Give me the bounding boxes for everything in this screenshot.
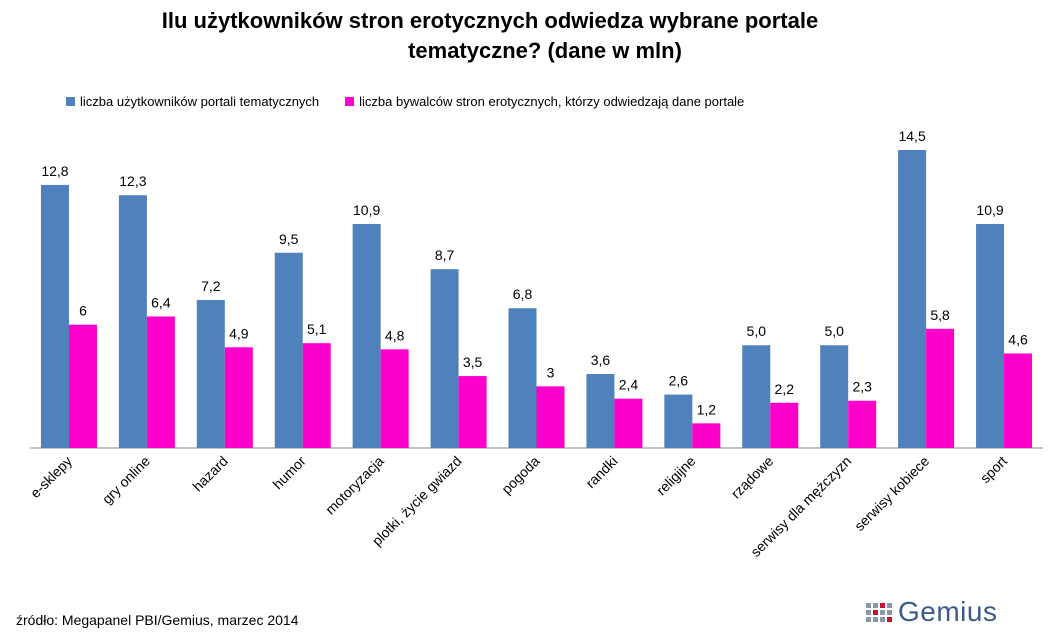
data-label-series2-12: 4,6	[1008, 331, 1028, 347]
bar-series1-7	[586, 374, 615, 448]
logo-mark-icon	[866, 602, 892, 622]
source-note: źródło: Megapanel PBI/Gemius, marzec 201…	[16, 612, 299, 628]
bar-series2-7	[614, 398, 643, 448]
category-label-6: pogoda	[498, 453, 542, 497]
data-label-series2-7: 2,4	[619, 377, 639, 393]
bar-series1-5	[430, 269, 459, 448]
bar-series2-6	[536, 386, 565, 448]
bar-series1-9	[742, 345, 771, 448]
legend-label-series2: liczba bywalców stron erotycznych, którz…	[359, 94, 745, 109]
data-label-series1-9: 5,0	[747, 323, 767, 339]
bar-series2-4	[380, 349, 409, 448]
bar-series2-10	[848, 400, 877, 448]
data-label-series1-2: 7,2	[201, 278, 221, 294]
data-label-series1-8: 2,6	[669, 373, 689, 389]
data-label-series2-5: 3,5	[463, 354, 483, 370]
bar-series1-1	[118, 195, 147, 448]
data-label-series2-8: 1,2	[697, 401, 717, 417]
data-label-series2-1: 6,4	[151, 294, 171, 310]
bar-series1-10	[820, 345, 849, 448]
bar-series1-12	[976, 223, 1005, 448]
data-label-series1-4: 10,9	[353, 202, 380, 218]
category-label-11: serwisy kobiece	[851, 453, 932, 534]
legend-swatch-series2	[345, 97, 355, 106]
legend-swatch-series1	[66, 97, 75, 106]
data-label-series2-9: 2,2	[775, 381, 795, 397]
bar-series2-8	[692, 423, 721, 448]
logo-text: Gemius	[898, 596, 998, 627]
bar-series2-2	[224, 347, 253, 448]
category-label-8: religijne	[653, 453, 699, 499]
data-label-series2-3: 5,1	[307, 321, 327, 337]
data-label-series1-3: 9,5	[279, 231, 299, 247]
chart-title: Ilu użytkowników stron erotycznych odwie…	[0, 6, 980, 66]
data-label-series2-2: 4,9	[229, 325, 249, 341]
data-label-series1-6: 6,8	[513, 286, 533, 302]
bar-series2-12	[1004, 353, 1033, 448]
bar-series2-0	[68, 324, 97, 448]
bar-series1-6	[508, 308, 537, 448]
data-label-series1-1: 12,3	[119, 173, 146, 189]
data-label-series1-5: 8,7	[435, 247, 455, 263]
data-label-series2-11: 5,8	[930, 307, 950, 323]
bar-series2-1	[146, 316, 175, 448]
data-label-series1-7: 3,6	[591, 352, 611, 368]
chart-title-line1: Ilu użytkowników stron erotycznych odwie…	[161, 8, 819, 33]
category-label-12: sport	[977, 453, 1010, 486]
bar-series1-3	[274, 252, 303, 448]
category-label-4: motoryzacja	[322, 453, 387, 518]
bar-series1-4	[352, 223, 381, 448]
bar-series2-3	[302, 343, 331, 448]
data-label-series2-0: 6	[79, 303, 87, 319]
bar-series1-2	[196, 300, 225, 448]
category-label-1: gry online	[99, 453, 153, 507]
data-label-series2-4: 4,8	[385, 327, 405, 343]
data-label-series2-10: 2,3	[852, 379, 872, 395]
data-label-series2-6: 3	[547, 364, 555, 380]
data-label-series1-12: 10,9	[976, 202, 1003, 218]
category-label-0: e-sklepy	[27, 453, 75, 501]
category-label-9: rządowe	[728, 453, 777, 502]
bar-series1-8	[664, 394, 693, 448]
category-label-2: hazard	[189, 453, 231, 495]
bar-series2-5	[458, 376, 487, 448]
legend-item-series2: liczba bywalców stron erotycznych, którz…	[345, 94, 744, 109]
gemius-logo: Gemius	[866, 598, 997, 626]
legend-item-series1: liczba użytkowników portali tematycznych	[66, 94, 319, 109]
legend: liczba użytkowników portali tematycznych…	[66, 94, 770, 109]
bar-series1-0	[40, 184, 69, 448]
data-label-series1-10: 5,0	[824, 323, 844, 339]
data-label-series1-0: 12,8	[41, 163, 68, 179]
bar-series1-11	[898, 150, 927, 448]
bar-series2-9	[770, 402, 799, 448]
bar-series2-11	[926, 328, 955, 448]
legend-label-series1: liczba użytkowników portali tematycznych	[80, 94, 320, 109]
category-label-7: randki	[582, 453, 620, 491]
chart-title-line2: tematyczne? (dane w mln)	[408, 38, 682, 63]
category-label-3: humor	[269, 453, 309, 493]
data-label-series1-11: 14,5	[898, 128, 925, 144]
